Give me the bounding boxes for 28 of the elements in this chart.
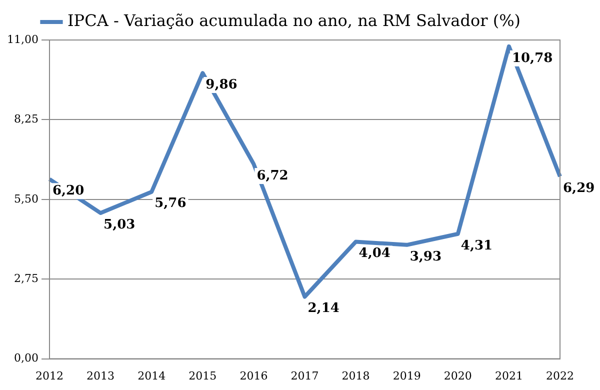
data-label: 4,04: [358, 246, 390, 262]
x-tick-label: 2019: [392, 369, 421, 382]
data-label: 5,76: [154, 196, 186, 212]
y-tick-label: 11,00: [6, 32, 38, 46]
x-tick-label: 2015: [188, 369, 217, 382]
data-label: 3,93: [410, 249, 442, 264]
x-tick-label: 2017: [290, 369, 319, 382]
data-label: 2,14: [308, 301, 340, 316]
data-label: 6,72: [256, 168, 288, 184]
y-tick-label: 2,75: [14, 272, 38, 285]
x-tick-label: 2013: [86, 369, 115, 382]
x-tick-label: 2014: [138, 369, 166, 382]
data-label: 6,29: [563, 180, 595, 196]
data-label: 9,86: [206, 77, 238, 92]
y-tick-label: 0,00: [14, 352, 38, 365]
data-label: 5,03: [104, 217, 136, 232]
x-tick-label: 2021: [494, 369, 523, 382]
y-tick-label: 5,50: [14, 192, 38, 206]
x-tick-label: 2012: [35, 369, 64, 382]
x-tick-label: 2018: [342, 369, 370, 382]
legend-label: IPCA - Variação acumulada no ano, na RM Salvador (%): [67, 11, 521, 30]
data-label: 6,20: [52, 183, 84, 198]
data-label: 10,78: [512, 50, 553, 66]
x-tick-label: 2022: [546, 369, 574, 382]
data-label: 4,31: [460, 238, 493, 254]
x-tick-label: 2020: [444, 369, 472, 382]
y-tick-label: 8,25: [14, 112, 38, 126]
x-tick-label: 2016: [240, 369, 268, 382]
